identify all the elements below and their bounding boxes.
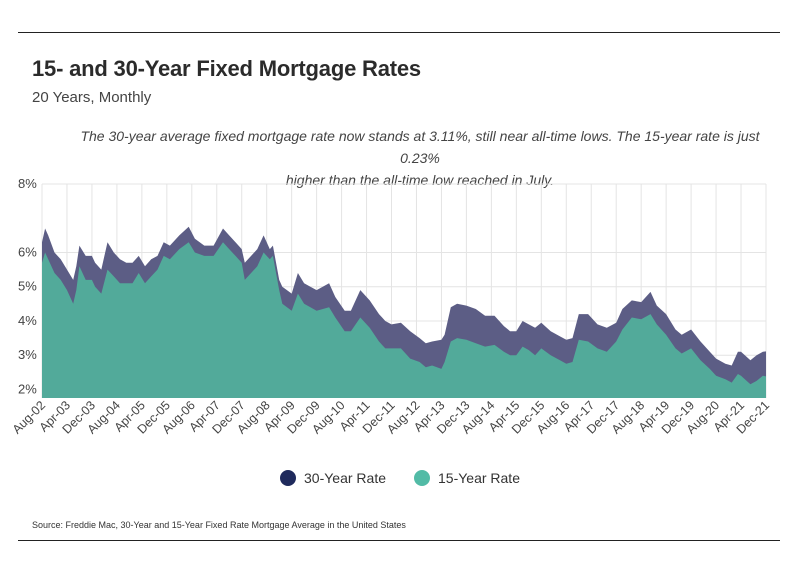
y-tick-label: 4% — [18, 313, 37, 328]
bottom-rule — [18, 540, 780, 541]
y-tick-label: 6% — [18, 244, 37, 259]
y-tick-label: 3% — [18, 347, 37, 362]
chart-subtitle: 20 Years, Monthly — [32, 89, 152, 106]
top-rule — [18, 32, 780, 33]
legend-item-15-year: 15-Year Rate — [414, 470, 520, 486]
legend-label-30-year: 30-Year Rate — [304, 470, 386, 486]
legend-swatch-15-year — [414, 470, 430, 486]
legend-swatch-30-year — [280, 470, 297, 486]
chart-legend: 30-Year Rate 15-Year Rate — [0, 470, 800, 486]
annotation-line-1: The 30-year average fixed mortgage rate … — [80, 128, 760, 166]
legend-label-15-year: 15-Year Rate — [438, 470, 520, 486]
y-tick-label: 2% — [18, 381, 37, 396]
legend-item-30-year: 30-Year Rate — [280, 470, 386, 486]
y-tick-label: 8% — [18, 176, 37, 191]
source-note: Source: Freddie Mac, 30-Year and 15-Year… — [32, 520, 406, 530]
chart-title: 15- and 30-Year Fixed Mortgage Rates — [32, 56, 421, 81]
y-tick-label: 5% — [18, 279, 37, 294]
area-15-year — [42, 242, 766, 398]
